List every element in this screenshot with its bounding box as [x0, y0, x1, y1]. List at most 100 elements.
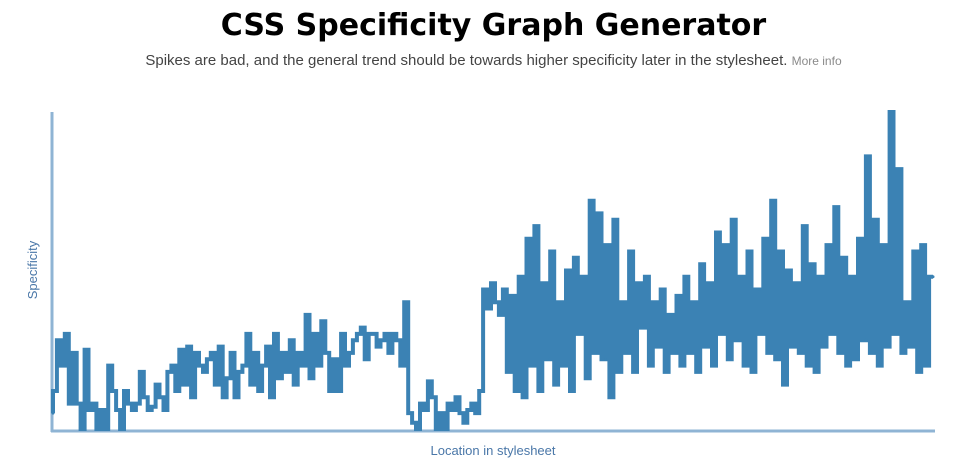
data-point	[655, 300, 659, 304]
data-point	[690, 351, 694, 355]
data-point	[769, 351, 773, 355]
data-point	[331, 389, 335, 393]
data-point	[868, 154, 872, 158]
data-point	[386, 332, 390, 336]
data-point	[71, 402, 75, 406]
x-axis-label: Location in stylesheet	[430, 443, 555, 458]
data-point	[643, 326, 647, 330]
data-point	[497, 300, 501, 304]
data-point	[91, 408, 94, 412]
data-point	[892, 110, 895, 114]
data-point	[702, 262, 706, 266]
data-point	[627, 351, 631, 355]
data-point	[667, 370, 671, 374]
data-point	[635, 370, 639, 374]
data-point	[852, 275, 856, 279]
page-subtitle: Spikes are bad, and the general trend sh…	[0, 52, 962, 69]
data-point	[797, 281, 801, 285]
data-point	[343, 332, 347, 336]
data-point	[150, 408, 154, 412]
data-point	[694, 300, 698, 304]
data-point	[560, 300, 564, 304]
data-point	[260, 389, 264, 393]
data-point	[268, 345, 272, 349]
data-point	[915, 250, 919, 253]
data-point	[59, 338, 63, 342]
data-point	[308, 313, 311, 317]
data-point	[94, 402, 98, 406]
data-point	[714, 364, 718, 368]
data-point	[521, 275, 525, 279]
data-point	[580, 332, 584, 336]
data-point	[671, 313, 675, 317]
data-point	[663, 288, 667, 291]
data-point	[505, 288, 509, 291]
data-point	[410, 411, 414, 415]
data-point	[442, 411, 446, 415]
data-point	[276, 332, 280, 336]
data-point	[418, 427, 422, 431]
data-point	[718, 231, 722, 234]
data-point	[746, 364, 749, 368]
data-point	[292, 338, 296, 342]
data-point	[544, 281, 548, 285]
data-point	[615, 218, 619, 222]
data-point	[217, 383, 221, 387]
data-point	[51, 411, 55, 415]
data-point	[102, 408, 106, 412]
data-point	[631, 250, 635, 253]
data-point	[517, 389, 521, 393]
data-point	[359, 332, 363, 336]
data-point	[122, 427, 126, 431]
data-point	[181, 348, 185, 352]
data-point	[750, 250, 753, 253]
data-point	[678, 294, 682, 298]
data-point	[83, 427, 87, 431]
data-point	[485, 288, 489, 291]
data-point	[244, 364, 248, 368]
data-point	[323, 319, 327, 323]
data-point	[761, 332, 765, 336]
data-point	[438, 427, 442, 431]
more-info-link[interactable]: More info	[791, 54, 842, 68]
data-point	[821, 275, 824, 279]
data-point	[860, 237, 864, 241]
data-point	[888, 345, 892, 349]
data-point	[481, 389, 485, 393]
data-point	[177, 389, 181, 393]
data-point	[659, 345, 663, 349]
data-point	[588, 376, 592, 380]
data-point	[529, 237, 532, 241]
data-point	[126, 389, 130, 393]
data-point	[213, 351, 217, 355]
data-point	[647, 275, 651, 279]
data-point	[493, 281, 497, 285]
data-point	[682, 364, 686, 368]
data-point	[793, 345, 797, 349]
data-point	[903, 351, 907, 355]
data-point	[339, 389, 343, 393]
data-point	[315, 332, 319, 336]
data-point	[422, 402, 426, 406]
data-point	[347, 364, 351, 368]
data-point	[173, 364, 177, 368]
data-point	[592, 199, 596, 203]
data-point	[430, 379, 434, 383]
data-point	[726, 243, 730, 247]
data-point	[675, 351, 678, 355]
data-point	[738, 338, 742, 342]
data-point	[237, 395, 240, 399]
data-point	[454, 408, 457, 412]
data-point	[134, 408, 138, 412]
data-point	[272, 395, 276, 399]
plot-area	[51, 110, 935, 431]
data-point	[355, 338, 359, 342]
data-point	[248, 332, 252, 336]
data-point	[899, 167, 903, 171]
data-point	[525, 395, 528, 399]
data-point	[698, 370, 702, 374]
data-point	[67, 332, 71, 336]
data-point	[931, 275, 935, 279]
data-point	[509, 370, 513, 374]
data-point	[363, 326, 367, 330]
